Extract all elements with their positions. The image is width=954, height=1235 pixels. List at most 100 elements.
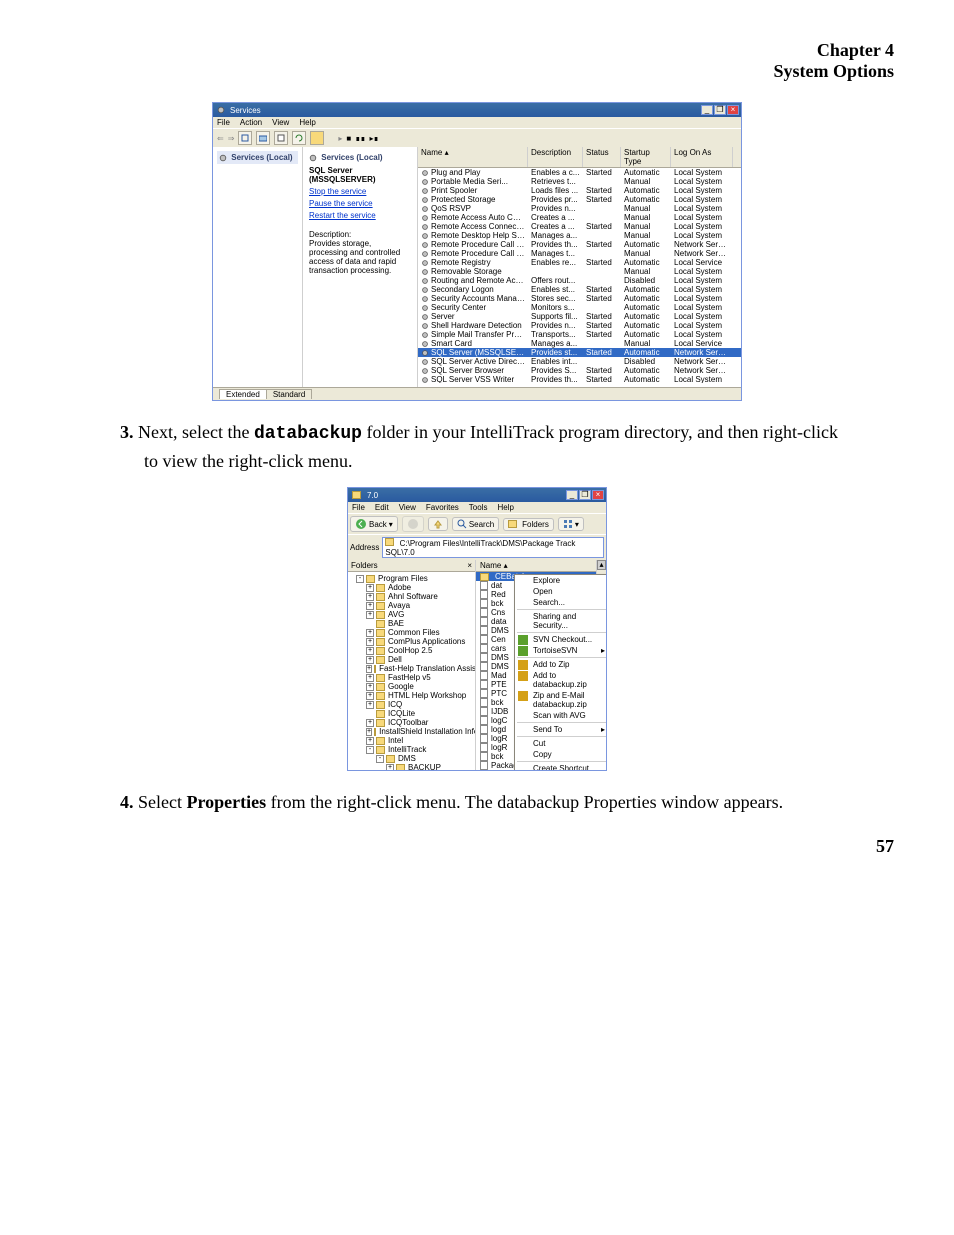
service-row[interactable]: Remote Access Connecti... Creates a ... …: [418, 222, 741, 231]
service-row[interactable]: Remote Access Auto Con... Creates a ... …: [418, 213, 741, 222]
ctx-item[interactable]: Scan with AVG: [515, 710, 606, 721]
folders-button[interactable]: Folders: [503, 518, 554, 531]
minimize-button[interactable]: _: [701, 105, 713, 115]
service-row[interactable]: SQL Server VSS Writer Provides th... Sta…: [418, 375, 741, 383]
service-link[interactable]: Pause the service: [309, 199, 411, 208]
tree-item[interactable]: -Program Files: [350, 574, 473, 583]
tree-item[interactable]: BAE: [350, 619, 473, 628]
tree-item[interactable]: +ComPlus Applications: [350, 637, 473, 646]
tree-item[interactable]: +Fast-Help Translation Assistant: [350, 664, 473, 673]
toolbar-btn-2[interactable]: [256, 131, 270, 145]
service-row[interactable]: Removable Storage Manual Local System: [418, 267, 741, 276]
back-button[interactable]: Back ▾: [350, 516, 398, 532]
service-row[interactable]: Server Supports fil... Started Automatic…: [418, 312, 741, 321]
service-row[interactable]: QoS RSVP Provides n... Manual Local Syst…: [418, 204, 741, 213]
views-button[interactable]: ▾: [558, 517, 584, 531]
ctx-item[interactable]: Open: [515, 586, 606, 597]
fwd-icon[interactable]: ⇒: [228, 134, 235, 143]
ctx-item[interactable]: Add to databackup.zip: [515, 670, 606, 690]
ctx-item[interactable]: Add to Zip: [515, 659, 606, 670]
menu-view[interactable]: View: [399, 503, 416, 512]
ctx-item[interactable]: Create Shortcut: [515, 763, 606, 770]
tab-extended[interactable]: Extended: [219, 389, 267, 399]
minimize-button[interactable]: _: [566, 490, 578, 500]
tree-item[interactable]: +Intel: [350, 736, 473, 745]
ctx-item[interactable]: Send To: [515, 724, 606, 735]
service-row[interactable]: Plug and Play Enables a c... Started Aut…: [418, 168, 741, 177]
tree-item[interactable]: +Avaya: [350, 601, 473, 610]
toolbar-btn-4[interactable]: [292, 131, 306, 145]
maximize-button[interactable]: ❐: [714, 105, 726, 115]
restart-icon[interactable]: ▸∎: [369, 134, 378, 143]
up-button[interactable]: [428, 517, 448, 531]
service-link[interactable]: Restart the service: [309, 211, 411, 220]
pause-icon[interactable]: ∎∎: [355, 134, 365, 143]
service-row[interactable]: Portable Media Seri... Retrieves t... Ma…: [418, 177, 741, 186]
ctx-item[interactable]: Sharing and Security...: [515, 611, 606, 631]
service-row[interactable]: Remote Desktop Help Ses... Manages a... …: [418, 231, 741, 240]
col-header[interactable]: Name ▴: [418, 147, 528, 167]
menu-action[interactable]: Action: [240, 118, 262, 127]
ctx-item[interactable]: TortoiseSVN: [515, 645, 606, 656]
name-column-header[interactable]: Name ▴: [476, 560, 606, 572]
fwd-button[interactable]: [402, 516, 424, 532]
service-row[interactable]: SQL Server Browser Provides S... Started…: [418, 366, 741, 375]
tree-item[interactable]: +HTML Help Workshop: [350, 691, 473, 700]
tree-item[interactable]: +FastHelp v5: [350, 673, 473, 682]
close-panel-icon[interactable]: ×: [467, 561, 472, 570]
tree-item[interactable]: +Google: [350, 682, 473, 691]
tree-item[interactable]: +ICQToolbar: [350, 718, 473, 727]
tree-item[interactable]: +ICQ: [350, 700, 473, 709]
service-row[interactable]: Secondary Logon Enables st... Started Au…: [418, 285, 741, 294]
service-row[interactable]: Remote Procedure Call (R... Provides th.…: [418, 240, 741, 249]
tree-item[interactable]: ICQLite: [350, 709, 473, 718]
tree-item[interactable]: -IntelliTrack: [350, 745, 473, 754]
service-row[interactable]: SQL Server (MSSQLSERVER) Provides st... …: [418, 348, 741, 357]
menu-help[interactable]: Help: [299, 118, 315, 127]
service-row[interactable]: Security Accounts Manager Stores sec... …: [418, 294, 741, 303]
col-header[interactable]: Status: [583, 147, 621, 167]
service-row[interactable]: Protected Storage Provides pr... Started…: [418, 195, 741, 204]
service-link[interactable]: Stop the service: [309, 187, 411, 196]
address-input[interactable]: C:\Program Files\IntelliTrack\DMS\Packag…: [382, 537, 604, 558]
toolbar-btn-3[interactable]: [274, 131, 288, 145]
menu-tools[interactable]: Tools: [469, 503, 488, 512]
back-icon[interactable]: ⇐: [217, 134, 224, 143]
ctx-item[interactable]: Zip and E-Mail databackup.zip: [515, 690, 606, 710]
menu-help[interactable]: Help: [497, 503, 513, 512]
stop-icon[interactable]: ■: [346, 134, 351, 143]
tab-standard[interactable]: Standard: [266, 389, 312, 399]
tree-item[interactable]: +Adobe: [350, 583, 473, 592]
service-row[interactable]: Print Spooler Loads files ... Started Au…: [418, 186, 741, 195]
service-row[interactable]: Routing and Remote Access Offers rout...…: [418, 276, 741, 285]
close-button[interactable]: ×: [727, 105, 739, 115]
tree-item[interactable]: -DMS: [350, 754, 473, 763]
export-icon[interactable]: [310, 131, 324, 145]
col-header[interactable]: Log On As: [671, 147, 733, 167]
toolbar-btn-1[interactable]: [238, 131, 252, 145]
ctx-item[interactable]: Explore: [515, 575, 606, 586]
tree-item[interactable]: +Common Files: [350, 628, 473, 637]
ctx-item[interactable]: Copy: [515, 749, 606, 760]
menu-file[interactable]: File: [352, 503, 365, 512]
service-row[interactable]: Shell Hardware Detection Provides n... S…: [418, 321, 741, 330]
menu-edit[interactable]: Edit: [375, 503, 389, 512]
menu-file[interactable]: File: [217, 118, 230, 127]
service-row[interactable]: Simple Mail Transfer Proto... Transports…: [418, 330, 741, 339]
service-row[interactable]: Smart Card Manages a... Manual Local Ser…: [418, 339, 741, 348]
service-row[interactable]: SQL Server Active Directo... Enables int…: [418, 357, 741, 366]
services-tree-item[interactable]: Services (Local): [231, 153, 292, 162]
close-button[interactable]: ×: [592, 490, 604, 500]
service-row[interactable]: Security Center Monitors s... Automatic …: [418, 303, 741, 312]
menu-favorites[interactable]: Favorites: [426, 503, 459, 512]
ctx-item[interactable]: Cut: [515, 738, 606, 749]
service-row[interactable]: Remote Procedure Call (... Manages t... …: [418, 249, 741, 258]
ctx-item[interactable]: SVN Checkout...: [515, 634, 606, 645]
tree-item[interactable]: +BACKUP: [350, 763, 473, 770]
col-header[interactable]: Description: [528, 147, 583, 167]
tree-item[interactable]: +AVG: [350, 610, 473, 619]
tree-item[interactable]: +InstallShield Installation Informat: [350, 727, 473, 736]
service-row[interactable]: Remote Registry Enables re... Started Au…: [418, 258, 741, 267]
tree-item[interactable]: +Dell: [350, 655, 473, 664]
play-icon[interactable]: ▸: [338, 134, 342, 143]
